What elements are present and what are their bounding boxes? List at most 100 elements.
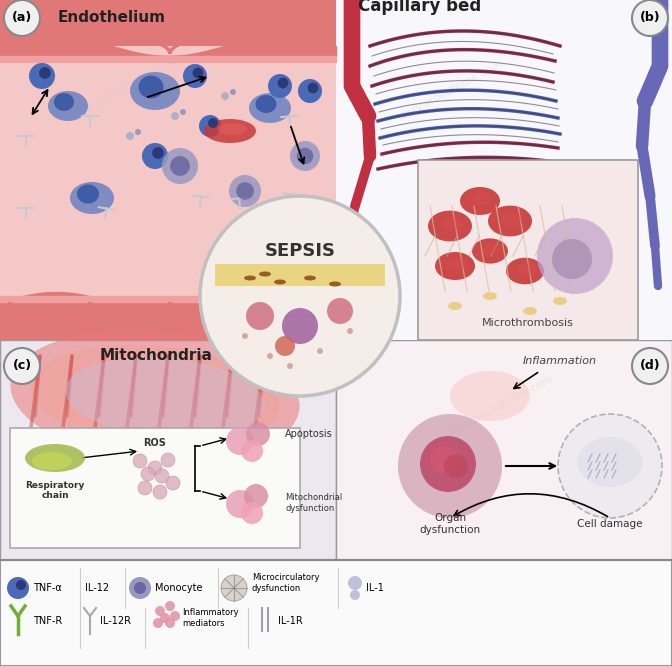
Ellipse shape [523, 307, 537, 315]
Circle shape [327, 298, 353, 324]
Text: story.aroadtome.com: story.aroadtome.com [446, 374, 554, 438]
Circle shape [226, 427, 254, 455]
Circle shape [537, 218, 613, 294]
Circle shape [308, 83, 319, 93]
Circle shape [162, 148, 198, 184]
Text: IL-1R: IL-1R [278, 616, 303, 626]
Ellipse shape [472, 192, 492, 206]
Circle shape [229, 175, 261, 207]
Circle shape [199, 115, 221, 137]
Text: (c): (c) [13, 360, 32, 372]
Circle shape [268, 74, 292, 98]
Circle shape [241, 502, 263, 524]
Circle shape [4, 0, 40, 36]
Circle shape [148, 461, 162, 475]
Circle shape [221, 575, 247, 601]
Circle shape [558, 414, 662, 518]
Ellipse shape [32, 452, 72, 470]
Text: Inflammation: Inflammation [523, 356, 597, 366]
Circle shape [287, 363, 293, 369]
Circle shape [29, 63, 55, 89]
Ellipse shape [553, 297, 567, 305]
Ellipse shape [577, 437, 642, 487]
Ellipse shape [11, 330, 300, 462]
Text: story.aroadtome.com: story.aroadtome.com [65, 59, 175, 123]
Ellipse shape [30, 345, 280, 447]
Circle shape [193, 68, 204, 79]
Ellipse shape [244, 276, 256, 280]
Text: IL-12: IL-12 [85, 583, 109, 593]
Circle shape [552, 239, 592, 279]
Text: Monocyte: Monocyte [155, 583, 202, 593]
Circle shape [16, 580, 26, 590]
Ellipse shape [472, 238, 508, 264]
Circle shape [347, 328, 353, 334]
Ellipse shape [304, 276, 316, 280]
Ellipse shape [249, 93, 291, 123]
Text: story.aroadtome.com: story.aroadtome.com [395, 59, 505, 123]
Circle shape [171, 112, 179, 120]
Circle shape [170, 156, 190, 176]
Circle shape [290, 141, 320, 171]
Circle shape [161, 453, 175, 467]
Circle shape [246, 422, 270, 446]
Ellipse shape [501, 211, 523, 226]
Ellipse shape [217, 123, 247, 135]
Circle shape [398, 414, 502, 518]
Ellipse shape [130, 72, 180, 110]
Circle shape [420, 436, 476, 492]
Text: Cell damage: Cell damage [577, 519, 642, 529]
Bar [10, 428, 300, 548]
Ellipse shape [25, 444, 85, 472]
Circle shape [430, 446, 458, 474]
Bar [0, 302, 336, 340]
Circle shape [138, 481, 152, 495]
Ellipse shape [274, 280, 286, 284]
Ellipse shape [255, 95, 276, 113]
Circle shape [348, 576, 362, 590]
Circle shape [4, 348, 40, 384]
Ellipse shape [329, 282, 341, 286]
Text: Endothelium: Endothelium [58, 11, 166, 25]
Circle shape [153, 485, 167, 499]
Bar [0, 340, 336, 560]
Circle shape [275, 336, 295, 356]
Ellipse shape [70, 182, 114, 214]
Circle shape [244, 484, 268, 508]
Circle shape [39, 67, 51, 79]
Bar [0, 0, 336, 340]
Ellipse shape [259, 272, 271, 276]
Text: (d): (d) [640, 360, 661, 372]
Text: IL-12R: IL-12R [100, 616, 131, 626]
Text: Inflammatory
mediators: Inflammatory mediators [182, 608, 239, 627]
Bar [336, 0, 672, 340]
Circle shape [134, 582, 146, 594]
Text: Capillary bed: Capillary bed [358, 0, 482, 15]
Circle shape [282, 308, 318, 344]
Bar [418, 160, 638, 340]
Ellipse shape [460, 187, 500, 215]
Text: Microthrombosis: Microthrombosis [482, 318, 574, 328]
Circle shape [298, 79, 322, 103]
Circle shape [142, 143, 168, 169]
Text: Organ
dysfunction: Organ dysfunction [419, 513, 480, 535]
Circle shape [632, 348, 668, 384]
Ellipse shape [488, 206, 532, 236]
Circle shape [166, 476, 180, 490]
Text: Mitochondria: Mitochondria [100, 348, 213, 364]
Ellipse shape [447, 257, 467, 271]
Circle shape [226, 490, 254, 518]
Circle shape [208, 118, 218, 128]
Circle shape [236, 182, 254, 200]
Bar [0, 0, 336, 46]
Ellipse shape [506, 258, 544, 284]
Bar [0, 56, 336, 296]
Ellipse shape [138, 76, 163, 99]
Circle shape [170, 611, 180, 621]
Circle shape [183, 64, 207, 88]
Circle shape [267, 353, 273, 359]
Circle shape [135, 129, 141, 135]
Circle shape [200, 196, 400, 396]
Bar [336, 0, 672, 340]
Ellipse shape [435, 252, 475, 280]
